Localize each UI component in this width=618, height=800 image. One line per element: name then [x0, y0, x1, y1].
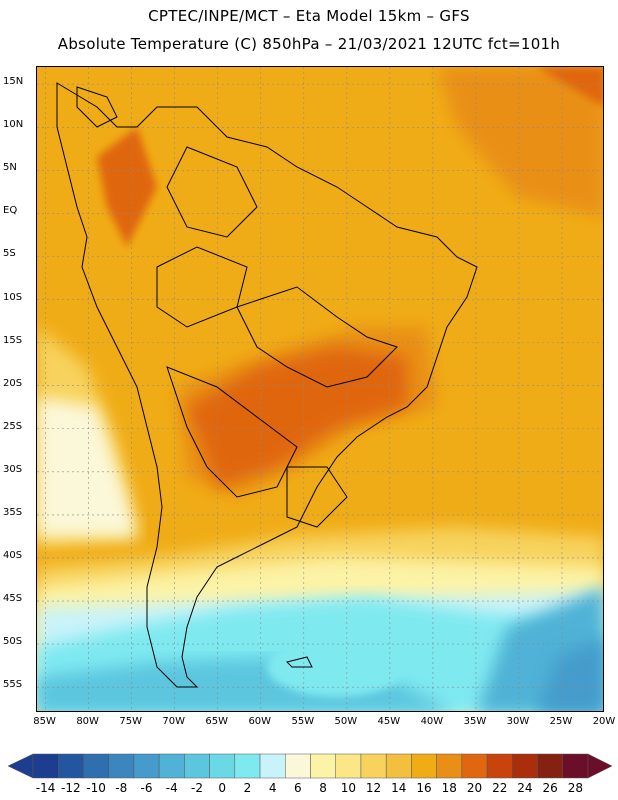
colorbar-swatch	[335, 753, 362, 779]
lon-tick-label: 60W	[248, 716, 272, 727]
colorbar-tick-label: 12	[365, 781, 382, 795]
interior-border-2	[166, 366, 298, 498]
lat-tick-label: 5N	[3, 162, 17, 174]
lon-tick-label: 50W	[334, 716, 358, 727]
interior-border-3	[286, 466, 348, 528]
map-panel[interactable]	[36, 66, 604, 712]
colorbar-tick-label: -4	[165, 781, 178, 795]
lat-tick-label: 15N	[3, 76, 24, 88]
colorbar-tick-label: 26	[542, 781, 558, 795]
colorbar-swatch	[310, 753, 336, 779]
colorbar-tick-label: 6	[294, 781, 302, 795]
interior-border-1	[236, 286, 398, 388]
lat-tick-label: 40S	[3, 549, 23, 561]
colorbar-swatch	[209, 753, 236, 779]
lat-tick-label: 15S	[3, 334, 23, 346]
lon-tick-label: 75W	[119, 716, 142, 727]
lat-tick-label: 55S	[3, 679, 23, 691]
lon-tick-label: 80W	[76, 716, 99, 727]
lon-tick-label: 70W	[162, 716, 185, 727]
colorbar-tick-label: 28	[567, 781, 584, 795]
colorbar-swatch	[486, 753, 513, 779]
field-band-cold-3	[537, 637, 603, 711]
colorbar-swatch	[184, 753, 210, 779]
colorbar-tick-label: 16	[416, 781, 432, 795]
colorbar-tick-label: -10	[86, 781, 106, 795]
colorbar-swatch	[108, 753, 135, 779]
colorbar-swatch	[259, 753, 286, 779]
field-atlantic-warm	[437, 67, 603, 217]
lon-tick-label: 45W	[377, 716, 401, 727]
colorbar-swatch	[133, 753, 160, 779]
lon-tick-label: 85W	[33, 716, 56, 727]
lat-tick-label: 10N	[3, 119, 24, 131]
colorbar	[7, 753, 613, 779]
colorbar-swatch	[411, 753, 437, 779]
lon-tick-label: 25W	[549, 716, 573, 727]
temperature-map	[37, 67, 603, 711]
lat-tick-label: 50S	[3, 636, 23, 648]
lat-tick-label: 20S	[3, 377, 23, 389]
colorbar-max-arrow	[587, 753, 613, 779]
colorbar-tick-label: 18	[441, 781, 457, 795]
colorbar-swatch	[537, 753, 564, 779]
lon-tick-label: 55W	[291, 716, 315, 727]
colorbar-tick-label: -2	[190, 781, 203, 795]
colorbar-tick-label: -14	[35, 781, 56, 795]
colorbar-min-arrow	[7, 753, 34, 779]
colorbar-tick-label: 0	[218, 781, 227, 795]
colorbar-swatch	[562, 753, 589, 779]
colorbar-swatch	[512, 753, 538, 779]
colorbar-swatch	[285, 753, 311, 779]
field-pacific-mild	[37, 397, 137, 537]
colorbar-tick-label: 22	[492, 781, 508, 795]
lat-tick-label: EQ	[3, 205, 18, 217]
continent-outline	[56, 82, 478, 688]
colorbar-swatch	[234, 753, 261, 779]
lon-tick-label: 40W	[420, 716, 444, 727]
falklands-outline	[286, 656, 313, 668]
lat-tick-label: 45S	[3, 593, 23, 605]
central-america-outline	[76, 86, 118, 128]
coastlines	[56, 82, 478, 688]
colorbar-swatch	[385, 753, 412, 779]
colorbar-swatch	[360, 753, 387, 779]
colorbar-tick-label: 8	[319, 781, 327, 795]
lat-tick-label: 30S	[3, 463, 23, 475]
chart-subtitle: Absolute Temperature (C) 850hPa – 21/03/…	[57, 35, 561, 53]
colorbar-swatch	[83, 753, 109, 779]
lon-tick-label: 20W	[592, 716, 616, 727]
colorbar-tick-label: 4	[268, 781, 277, 795]
chart-title: CPTEC/INPE/MCT – Eta Model 15km – GFS	[148, 7, 470, 25]
colorbar-swatch	[461, 753, 488, 779]
colorbar-tick-label: 2	[243, 781, 252, 795]
colorbar-tick-label: -6	[140, 781, 153, 795]
field-hot-interior	[187, 347, 407, 487]
lon-tick-label: 65W	[205, 716, 229, 727]
colorbar-swatch	[32, 753, 59, 779]
temperature-field	[37, 67, 603, 711]
lon-tick-label: 35W	[463, 716, 487, 727]
colorbar-tick-label: 20	[466, 781, 483, 795]
lat-tick-label: 10S	[3, 291, 23, 303]
interior-border-4	[156, 246, 248, 328]
colorbar-tick-label: 24	[517, 781, 533, 795]
lat-tick-label: 25S	[3, 420, 23, 432]
lon-tick-label: 30W	[506, 716, 530, 727]
colorbar-tick-label: -12	[61, 781, 81, 795]
field-hot-north	[97, 127, 157, 247]
interior-border-5	[166, 146, 258, 238]
colorbar-swatch	[158, 753, 185, 779]
colorbar-tick-label: 14	[391, 781, 407, 795]
colorbar-swatch	[57, 753, 84, 779]
lat-tick-label: 35S	[3, 506, 23, 518]
lat-tick-label: 5S	[3, 248, 16, 260]
colorbar-tick-label: -8	[115, 781, 128, 795]
field-swirl	[267, 637, 407, 697]
colorbar-swatch	[436, 753, 463, 779]
colorbar-tick-label: 10	[340, 781, 356, 795]
